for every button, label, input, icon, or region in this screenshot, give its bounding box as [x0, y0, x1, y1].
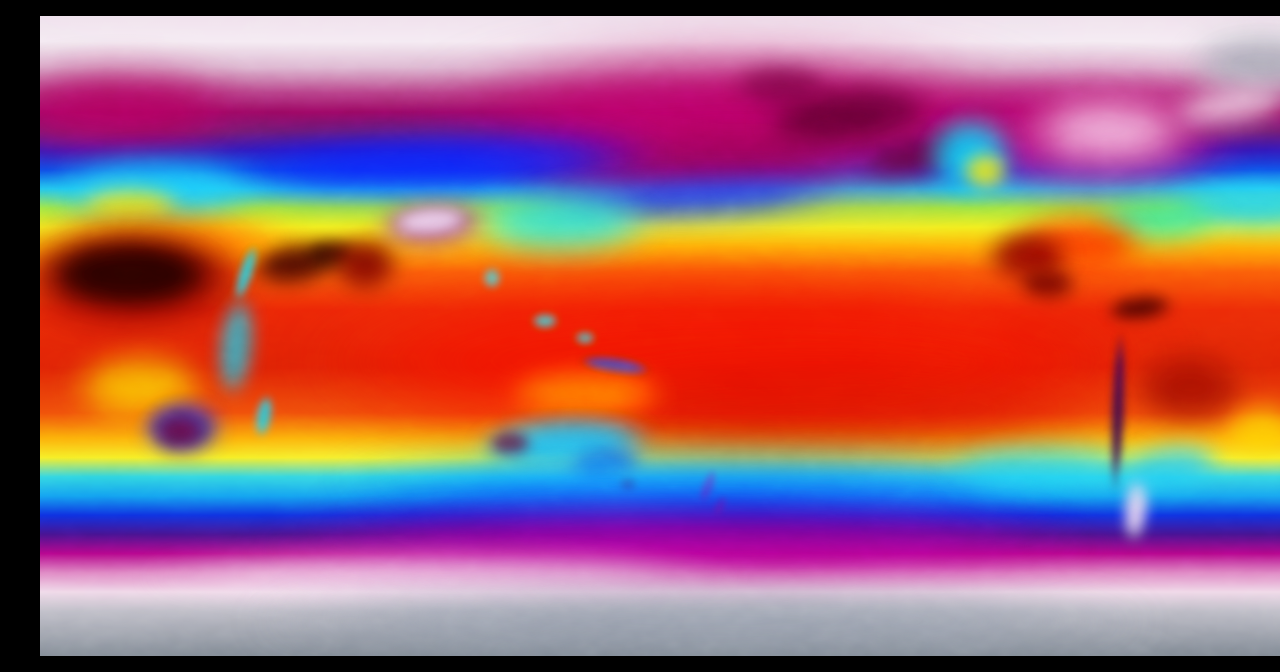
feature-java-cyan — [571, 330, 599, 346]
feature-venezuela-dark — [1090, 285, 1190, 331]
global-temperature-map: Global surface air temperature heatmap, … — [40, 16, 1280, 656]
feature-greenland-gray — [1157, 22, 1280, 106]
feature-antarctic-white-band — [40, 546, 860, 606]
feature-atlantic-cyan-wedge — [1125, 174, 1280, 238]
feature-andes-dark-ridge — [1103, 295, 1133, 527]
feature-new-zealand-south — [706, 488, 734, 524]
feature-se-south-america-cyan — [1090, 422, 1250, 514]
feature-australia-sw-maroon — [478, 425, 542, 463]
feature-south-africa-maroon — [142, 405, 218, 457]
feature-alaska-maroon — [719, 61, 977, 171]
feature-australia-se-blue — [548, 436, 662, 492]
feature-tasmania-dark — [616, 475, 640, 493]
feature-us-plains-red — [985, 202, 1175, 286]
feature-siberia-blue-band — [128, 111, 752, 217]
feature-borneo-cyan — [527, 311, 563, 331]
feature-mediterranean-orange — [40, 208, 350, 268]
feature-arabia-dark — [229, 225, 361, 303]
feature-sahara-black-core — [40, 222, 255, 326]
feature-southern-magenta-band — [70, 512, 1280, 584]
feature-nw-america-yellow — [953, 145, 1017, 197]
feature-mexico-darker-spot — [1006, 260, 1090, 308]
feature-antarctic-gray-deep — [60, 571, 1280, 656]
feature-aleutian-maroon — [826, 109, 1014, 203]
feature-bering-dark — [712, 56, 852, 116]
feature-south-africa-blue-ring — [124, 388, 240, 468]
feature-east-pacific-cyan — [895, 433, 1195, 503]
feature-madagascar-cyan — [247, 384, 281, 448]
feature-europe-cyan — [40, 143, 305, 239]
feature-arabia-black-spot — [292, 232, 372, 276]
temperature-feature-layer — [40, 16, 1280, 656]
feature-congo-yellow — [45, 340, 235, 436]
feature-nw-america-cyan — [910, 101, 1030, 211]
feature-east-asia-cyan — [430, 179, 690, 267]
feature-east-africa-cyan — [202, 271, 270, 421]
feature-europe-yellow — [55, 180, 205, 232]
feature-okhotsk-blue-band — [448, 160, 912, 238]
feature-us-east-teal — [1060, 191, 1250, 251]
feature-new-guinea-ridge — [563, 348, 667, 384]
feature-canada-magenta — [895, 61, 1280, 211]
feature-brazil-coast-yellow — [1207, 393, 1280, 469]
feature-itcz-dark-red — [400, 341, 1240, 481]
feature-red-sea-cyan-stripe — [224, 230, 268, 316]
feature-tibet-purple-ring — [349, 186, 515, 262]
feature-canada-pink-core — [995, 86, 1225, 176]
feature-sahara-dark-red — [40, 200, 310, 356]
feature-greenland-white-rim — [1137, 68, 1280, 144]
feature-southern-cyan-band — [180, 438, 1220, 518]
feature-mexico-dark-red — [968, 218, 1088, 294]
feature-north-pacific-crimson — [417, 102, 943, 230]
feature-southern-indigo-band — [130, 501, 1250, 561]
feature-north-pacific-magenta — [310, 26, 1170, 216]
feature-new-zealand-north — [690, 460, 726, 512]
feature-equator-deep-red — [110, 241, 1280, 481]
feature-australia-south-cyan — [438, 397, 692, 491]
feature-tibet-lavender-plateau — [373, 197, 487, 245]
feature-amazon-maroon — [1110, 336, 1270, 440]
feature-southern-blue-band — [160, 468, 1240, 548]
feature-australia-north-orange — [470, 360, 700, 428]
feature-india-dark-red — [317, 224, 413, 304]
feature-north-atlantic-magenta — [40, 56, 290, 166]
feature-philippines-cyan — [480, 264, 504, 292]
feature-patagonia-snow-pink — [1114, 458, 1158, 558]
